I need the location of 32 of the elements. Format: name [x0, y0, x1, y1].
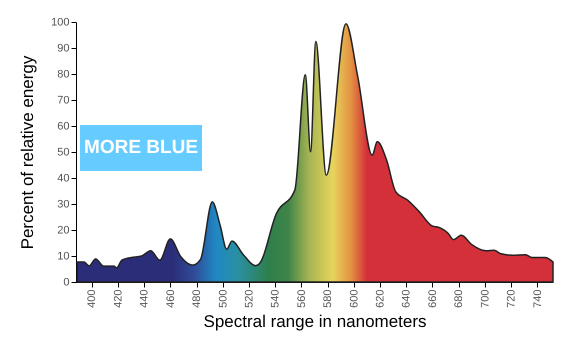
y-axis-title: Percent of relative energy	[18, 55, 38, 250]
x-tick-label: 580	[322, 290, 334, 308]
x-tick-label: 660	[426, 290, 439, 308]
x-tick-label: 560	[296, 290, 308, 308]
y-tick-label: 10	[57, 250, 70, 262]
x-tick-label: 400	[86, 290, 98, 308]
y-tick-label: 90	[57, 42, 70, 54]
y-tick-label: 40	[57, 172, 70, 184]
y-tick-label: 100	[51, 16, 70, 28]
x-tick-label: 420	[112, 290, 124, 308]
y-tick-label: 20	[57, 224, 70, 236]
x-tick-label: 700	[479, 290, 492, 308]
x-tick-label: 500	[217, 290, 230, 308]
x-tick-label: 620	[374, 290, 387, 308]
x-tick-label: 720	[506, 290, 518, 308]
x-tick-label: 640	[400, 290, 413, 308]
x-tick-label: 520	[243, 290, 256, 308]
y-tick-label: 0	[63, 276, 70, 288]
y-tick-label: 60	[57, 120, 70, 132]
x-tick-label: 600	[348, 290, 360, 308]
y-tick-label: 30	[57, 198, 70, 210]
x-tick-label: 460	[164, 290, 177, 308]
y-tick-label: 50	[57, 146, 70, 158]
y-tick-label: 80	[57, 68, 70, 80]
x-tick-label: 680	[453, 290, 466, 308]
annotation: MORE BLUE	[80, 125, 202, 171]
y-tick-label: 70	[57, 94, 70, 106]
x-axis-title: Spectral range in nanometers	[203, 312, 427, 331]
x-tick-label: 440	[138, 290, 151, 308]
x-tick-label: 540	[270, 290, 282, 308]
x-tick-label: 480	[191, 290, 204, 308]
x-tick-label: 740	[532, 290, 544, 308]
